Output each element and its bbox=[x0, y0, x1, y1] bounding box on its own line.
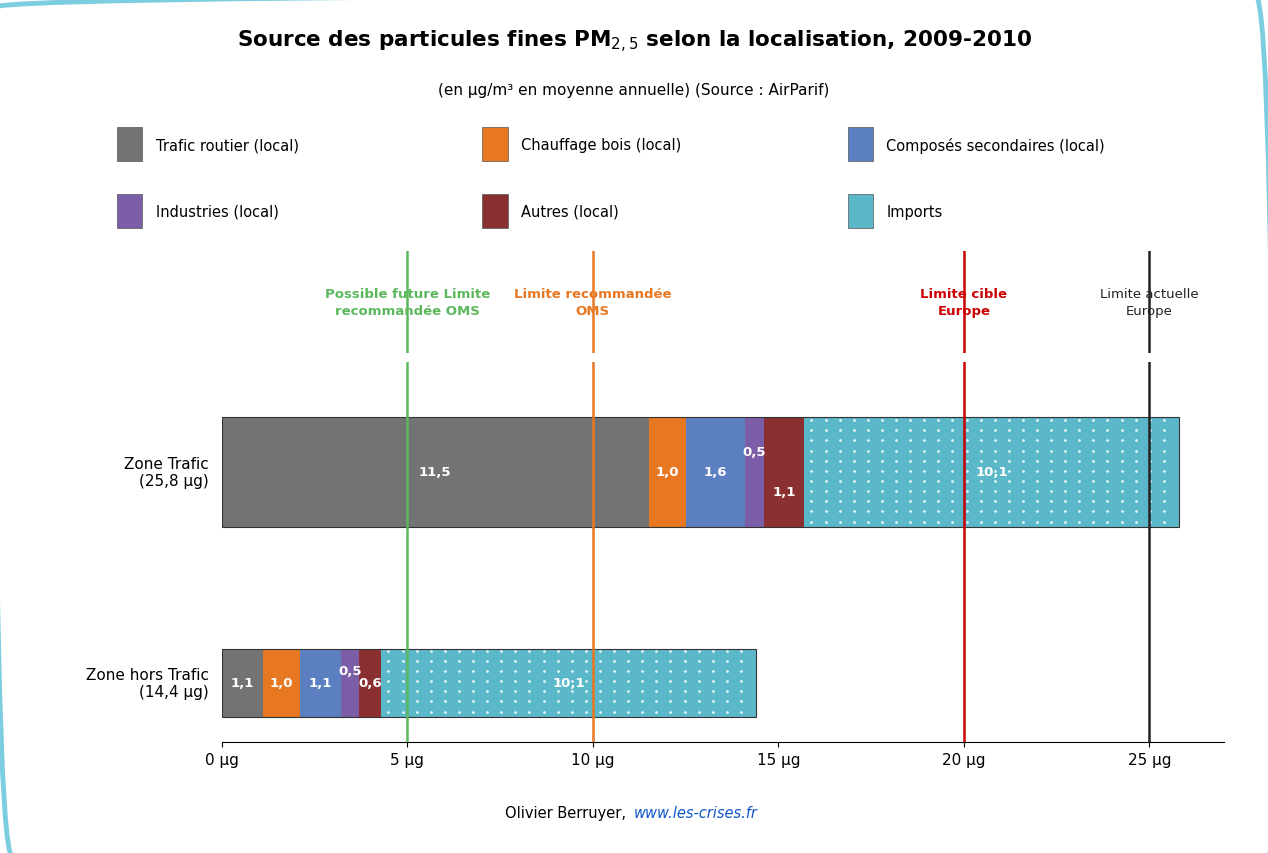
Text: www.les-crises.fr: www.les-crises.fr bbox=[634, 804, 758, 820]
Text: Source des particules fines PM$_{2,5}$ selon la localisation, 2009-2010: Source des particules fines PM$_{2,5}$ s… bbox=[237, 29, 1031, 55]
Text: 1,1: 1,1 bbox=[231, 676, 254, 689]
Text: 10,1: 10,1 bbox=[975, 466, 1008, 479]
Bar bbox=[341, 649, 359, 717]
Text: Limite actuelle
Europe: Limite actuelle Europe bbox=[1101, 287, 1198, 318]
Text: 1,0: 1,0 bbox=[270, 676, 293, 689]
FancyBboxPatch shape bbox=[482, 194, 507, 229]
Text: 1,1: 1,1 bbox=[772, 485, 795, 498]
Text: 0,6: 0,6 bbox=[359, 676, 382, 689]
Bar bbox=[686, 417, 746, 527]
Text: Industries (local): Industries (local) bbox=[156, 205, 279, 220]
Bar bbox=[222, 417, 1179, 527]
Text: Olivier Berruyer,: Olivier Berruyer, bbox=[505, 804, 630, 820]
Bar bbox=[648, 417, 686, 527]
FancyBboxPatch shape bbox=[117, 194, 142, 229]
Text: Possible future Limite
recommandée OMS: Possible future Limite recommandée OMS bbox=[325, 287, 489, 318]
Text: 0,5: 0,5 bbox=[743, 446, 766, 459]
Bar bbox=[763, 417, 804, 527]
Bar bbox=[222, 649, 262, 717]
Text: Composés secondaires (local): Composés secondaires (local) bbox=[886, 137, 1106, 154]
Text: 0,5: 0,5 bbox=[339, 664, 361, 677]
Text: Limite recommandée
OMS: Limite recommandée OMS bbox=[514, 287, 672, 318]
Text: 1,0: 1,0 bbox=[656, 466, 678, 479]
FancyBboxPatch shape bbox=[847, 127, 872, 162]
Text: (en µg/m³ en moyenne annuelle) (Source : AirParif): (en µg/m³ en moyenne annuelle) (Source :… bbox=[439, 83, 829, 98]
Bar bbox=[746, 417, 763, 527]
Text: 1,1: 1,1 bbox=[308, 676, 332, 689]
FancyBboxPatch shape bbox=[482, 127, 507, 162]
Bar bbox=[262, 649, 299, 717]
Text: Imports: Imports bbox=[886, 205, 942, 220]
FancyBboxPatch shape bbox=[847, 194, 872, 229]
Text: 10,1: 10,1 bbox=[553, 676, 585, 689]
FancyBboxPatch shape bbox=[117, 127, 142, 162]
Text: Chauffage bois (local): Chauffage bois (local) bbox=[521, 138, 681, 153]
Text: Trafic routier (local): Trafic routier (local) bbox=[156, 138, 299, 153]
Bar bbox=[299, 649, 341, 717]
Bar bbox=[359, 649, 382, 717]
Bar bbox=[222, 649, 756, 717]
Bar bbox=[804, 417, 1179, 527]
Text: 11,5: 11,5 bbox=[418, 466, 451, 479]
Text: Limite cible
Europe: Limite cible Europe bbox=[921, 287, 1007, 318]
Text: 1,6: 1,6 bbox=[704, 466, 727, 479]
Bar bbox=[222, 417, 648, 527]
Bar bbox=[382, 649, 756, 717]
Text: Autres (local): Autres (local) bbox=[521, 205, 619, 220]
